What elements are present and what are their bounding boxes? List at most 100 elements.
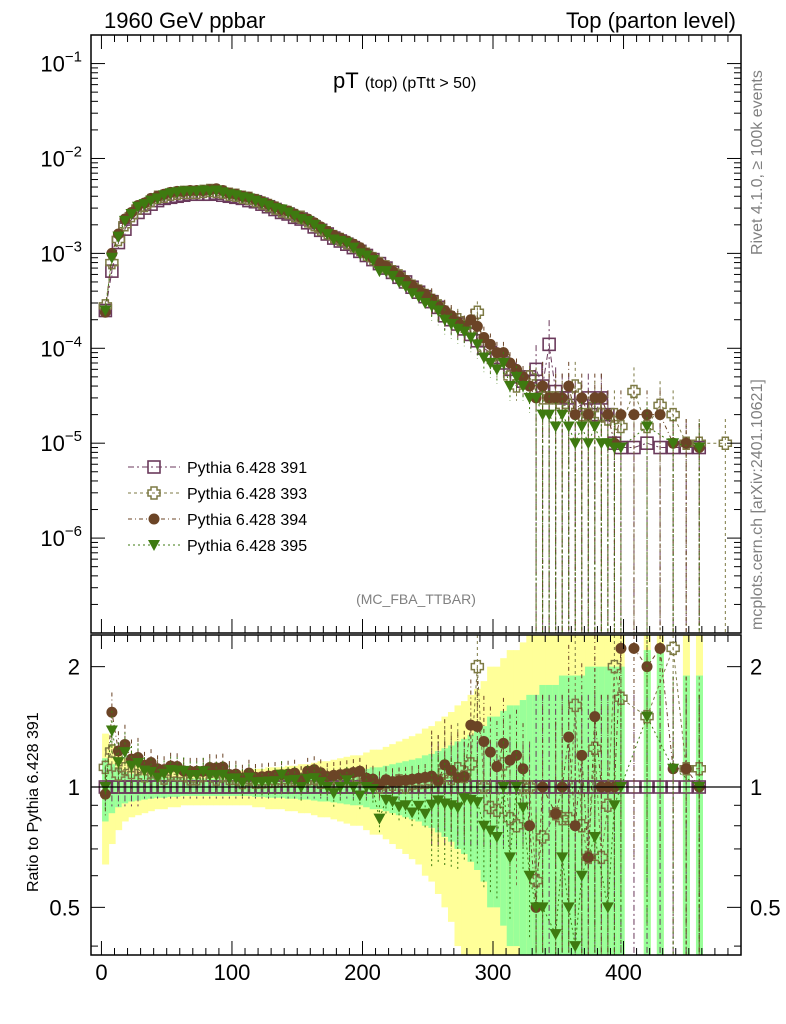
ratio-y-tick-label-left: 2 — [68, 655, 80, 680]
legend-marker — [148, 513, 160, 525]
series-2-ratio-point — [607, 659, 622, 674]
band-inner — [545, 684, 553, 955]
axes: 0 100 200 300 400 10−1 10−2 10−3 10−4 10−5 10−6 0.5… — [40, 34, 781, 985]
series-3-point — [595, 392, 607, 404]
band-inner — [539, 684, 547, 955]
series-3-point — [537, 380, 549, 392]
series-3-point — [556, 392, 568, 404]
x-tick-label: 200 — [344, 960, 381, 985]
series-4-point — [641, 421, 654, 433]
series-4-point — [588, 421, 601, 433]
series-4-point — [406, 288, 419, 300]
plot-title-main: pT — [333, 68, 359, 93]
series-4-point — [151, 193, 164, 205]
series-4-point — [569, 438, 582, 450]
series-4-point — [314, 224, 327, 236]
series-4-ratio-point — [562, 902, 575, 914]
series-4-point — [614, 442, 627, 454]
y-tick-exponent: −3 — [65, 238, 82, 255]
series-4-ratio-point — [575, 870, 588, 882]
series-2-ratio-point — [535, 830, 550, 844]
series-4-ratio-point — [601, 902, 614, 914]
legend-marker — [147, 460, 161, 474]
series-4-point — [275, 204, 288, 216]
series-3-point — [628, 409, 640, 421]
series-3-point — [615, 409, 627, 421]
series-3-point — [563, 380, 575, 392]
uncertainty-bands — [102, 635, 703, 955]
series-4-point — [601, 438, 614, 450]
series-2-ratio-point — [522, 780, 537, 794]
series-4-ratio-point — [569, 941, 582, 953]
series-2-ratio-point — [509, 818, 524, 833]
series-4-point — [510, 371, 523, 383]
series-4-point — [549, 421, 562, 433]
series-4-point — [471, 339, 484, 351]
series-4-ratio-point — [608, 800, 621, 812]
series-2-ratio-point — [98, 760, 113, 775]
y-tick-label: 10−6 — [40, 523, 82, 551]
series-3-point — [654, 409, 666, 421]
header-right: Top (parton level) — [566, 8, 736, 33]
watermark: (MC_FBA_TTBAR) — [356, 591, 476, 607]
series-4-point — [425, 300, 438, 312]
series-4-ratio-point — [412, 800, 425, 812]
series-4-ratio-point — [308, 773, 321, 785]
series-2-ratio-point — [137, 769, 152, 783]
series-4-point — [360, 250, 373, 262]
y-tick-label: 10−1 — [40, 49, 82, 77]
series-4-point — [490, 364, 503, 376]
ratio-ylabel: Ratio to Pythia 6.428 391 — [25, 712, 42, 892]
series-4-point — [693, 442, 706, 454]
series-4-ratio-point — [419, 808, 432, 820]
series-2-ratio-point — [568, 698, 582, 713]
series-4-point — [288, 210, 301, 222]
series-4-point — [399, 281, 412, 293]
series-1-point — [542, 337, 556, 352]
legend-label: Pythia 6.428 391 — [187, 460, 307, 477]
series-4-ratio-point — [216, 769, 229, 781]
x-tick-label: 400 — [605, 960, 642, 985]
series-3-point — [576, 392, 588, 404]
series-2-point — [666, 407, 680, 422]
series-4-point — [445, 319, 458, 331]
ratio-y-tick-label-right: 2 — [750, 655, 762, 680]
y-tick-exponent: −4 — [65, 333, 82, 350]
series-4-point — [667, 438, 680, 450]
x-tick-label: 0 — [95, 960, 107, 985]
series-2-ratio-point — [614, 691, 628, 706]
series-4-point — [484, 357, 497, 369]
series-4-ratio-point — [503, 852, 516, 864]
series-4-point — [112, 231, 125, 243]
legend-marker — [147, 486, 161, 500]
series-4-point — [530, 392, 543, 404]
series-4-point — [158, 190, 171, 202]
series-3-ratio-point — [582, 851, 594, 863]
series-4-point — [477, 352, 490, 364]
series-4-point — [131, 201, 144, 213]
ratio-y-tick-label-left: 1 — [68, 775, 80, 800]
series-4-point — [99, 305, 112, 317]
ratio-y-tick-label-right: 0.5 — [750, 895, 781, 920]
series-4-point — [419, 298, 432, 310]
series-4-ratio-point — [229, 773, 242, 785]
series-4-point — [340, 237, 353, 249]
series-4-ratio-point — [667, 763, 680, 775]
series-4-point — [347, 242, 360, 254]
ratio-series — [91, 635, 741, 955]
mcplots-label: mcplots.cern.ch [arXiv:2401.10621] — [749, 379, 766, 630]
y-tick-label: 10−2 — [40, 143, 82, 171]
series-3-point — [641, 409, 653, 421]
series-3-ratio-point — [524, 820, 536, 832]
legend-label: Pythia 6.428 393 — [187, 486, 307, 503]
plot-title-sub: (top) (pTtt > 50) — [365, 75, 477, 92]
series-2-point — [105, 255, 119, 270]
series-3-point — [582, 409, 594, 421]
series-4-ratio-point — [432, 795, 445, 807]
series-2-ratio-point — [666, 641, 680, 656]
series-2-ratio-point — [594, 850, 609, 865]
series-4-point — [464, 332, 477, 344]
series-4-ratio-point — [641, 711, 654, 723]
y-tick-exponent: −5 — [65, 428, 82, 445]
y-tick-label: 10−4 — [40, 333, 82, 361]
